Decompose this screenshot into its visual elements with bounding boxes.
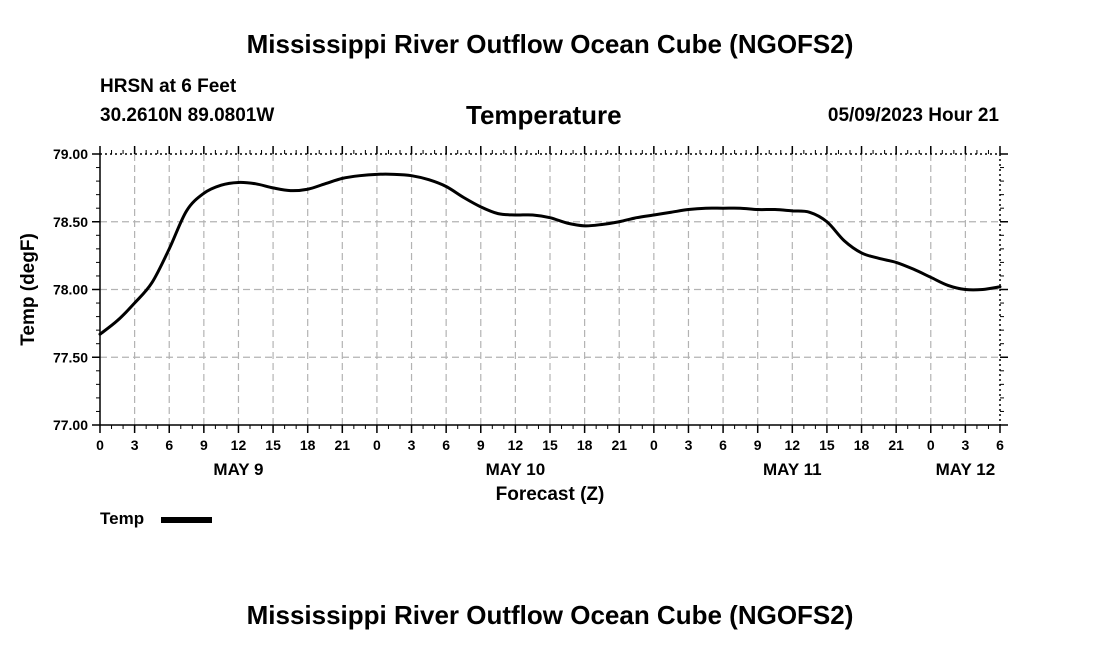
x-tick-label-0: 0	[96, 437, 104, 453]
legend-line-swatch	[161, 517, 212, 523]
x-tick-label-6: 18	[300, 437, 316, 453]
x-tick-label-8: 0	[373, 437, 381, 453]
x-tick-label-14: 18	[577, 437, 593, 453]
date-label-1: MAY 10	[486, 460, 546, 479]
x-tick-label-16: 0	[650, 437, 658, 453]
x-tick-label-21: 15	[819, 437, 835, 453]
y-tick-label-4: 79.00	[53, 146, 88, 162]
x-tick-label-17: 3	[685, 437, 693, 453]
x-tick-label-22: 18	[854, 437, 870, 453]
y-axis-title: Temp (degF)	[18, 233, 39, 346]
x-tick-label-2: 6	[165, 437, 173, 453]
x-tick-label-9: 3	[408, 437, 416, 453]
x-tick-label-12: 12	[508, 437, 524, 453]
forecast-datetime: 05/09/2023 Hour 21	[827, 105, 999, 126]
footer-title: Mississippi River Outflow Ocean Cube (NG…	[246, 600, 854, 630]
date-label-2: MAY 11	[763, 460, 822, 479]
y-tick-label-2: 78.00	[53, 282, 88, 298]
x-tick-label-23: 21	[888, 437, 904, 453]
x-tick-label-24: 0	[927, 437, 935, 453]
y-tick-label-1: 77.50	[53, 349, 88, 365]
station-label: HRSN at 6 Feet	[100, 76, 237, 97]
x-tick-label-5: 15	[265, 437, 281, 453]
station-coordinates: 30.2610N 89.0801W	[100, 105, 275, 126]
legend-label: Temp	[100, 509, 145, 528]
x-tick-label-10: 6	[442, 437, 450, 453]
x-tick-label-7: 21	[335, 437, 351, 453]
chart-title: Mississippi River Outflow Ocean Cube (NG…	[246, 29, 854, 59]
x-tick-label-25: 3	[961, 437, 969, 453]
x-tick-label-1: 3	[131, 437, 139, 453]
x-tick-label-13: 15	[542, 437, 558, 453]
x-tick-label-26: 6	[996, 437, 1004, 453]
x-tick-label-3: 9	[200, 437, 208, 453]
x-tick-label-20: 12	[785, 437, 801, 453]
x-tick-label-15: 21	[611, 437, 627, 453]
x-tick-label-4: 12	[231, 437, 247, 453]
variable-title: Temperature	[466, 100, 622, 130]
y-tick-label-3: 78.50	[53, 214, 88, 230]
y-tick-label-0: 77.00	[53, 417, 88, 433]
x-tick-label-18: 6	[719, 437, 727, 453]
date-label-0: MAY 9	[213, 460, 263, 479]
date-label-3: MAY 12	[936, 460, 996, 479]
x-axis-title: Forecast (Z)	[496, 484, 605, 505]
x-tick-label-11: 9	[477, 437, 485, 453]
x-tick-label-19: 9	[754, 437, 762, 453]
series-line-temp	[98, 172, 1002, 336]
